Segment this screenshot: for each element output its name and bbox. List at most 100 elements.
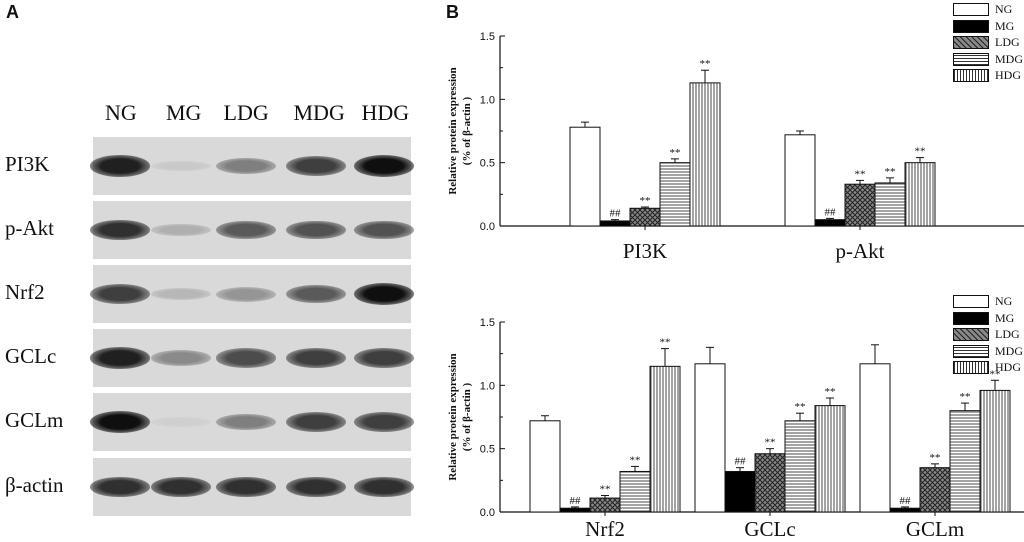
blot-band (216, 220, 276, 240)
legend-swatch (953, 328, 989, 341)
western-blot-panel: A NG MG LDG MDG HDG PI3K p-Akt Nrf2 GCLc GCLm β-a… (0, 0, 440, 542)
significance-label: ** (885, 166, 896, 178)
legend-swatch (953, 361, 989, 374)
blot-band (354, 348, 414, 368)
legend-swatch (953, 36, 989, 49)
significance-label: ** (795, 401, 806, 413)
y-tick-label: 0.5 (480, 444, 495, 456)
bar-hdg (979, 389, 1011, 513)
lane-header-mdg: MDG (293, 100, 345, 125)
significance-label: ** (630, 454, 641, 466)
bar-ng (569, 126, 601, 227)
significance-label: ** (670, 147, 681, 159)
significance-label: ** (600, 484, 611, 496)
bar-ldg (844, 183, 876, 227)
blot-band (90, 476, 150, 498)
blot-row-label: GCLc (5, 344, 57, 368)
significance-label: ** (855, 168, 866, 180)
lane-header-hdg: HDG (361, 100, 410, 125)
bar-ldg (754, 453, 786, 513)
legend-label: NG (995, 2, 1013, 16)
bar-ng (784, 134, 816, 227)
significance-label: ## (900, 495, 912, 507)
blot-band (354, 220, 414, 240)
y-tick-label: 0.0 (480, 507, 495, 519)
blot-band (151, 417, 211, 427)
blot-band (151, 476, 211, 498)
bar-ldg (629, 207, 661, 227)
bar-mg (814, 219, 846, 227)
blot-band (354, 476, 414, 498)
bar-mdg (659, 162, 691, 227)
significance-label: ** (930, 452, 941, 464)
legend-swatch (953, 3, 989, 16)
significance-label: ** (990, 368, 1001, 380)
bar-ldg (919, 467, 951, 513)
legend-swatch (953, 311, 989, 325)
panel-a-letter: A (6, 2, 19, 22)
blot-row-label: PI3K (5, 152, 50, 176)
panel-b-letter: B (446, 2, 459, 22)
bar-hdg (649, 365, 681, 513)
significance-label: ** (825, 386, 836, 398)
lane-header-ldg: LDG (223, 100, 269, 125)
bar-mg (724, 470, 756, 513)
bar-mdg (619, 470, 651, 513)
y-axis-label-units: (% of β-actin ) (461, 382, 473, 451)
bar-ng (529, 420, 561, 513)
y-axis-label: Relative protein expression (447, 353, 459, 480)
bar-mdg (949, 410, 981, 513)
significance-label: ## (570, 495, 582, 507)
category-label: PI3K (623, 239, 667, 263)
bar-ldg (589, 497, 621, 513)
blot-band (286, 348, 346, 368)
blot-band (151, 350, 211, 366)
legend-swatch (953, 295, 989, 308)
bar-mdg (874, 182, 906, 227)
category-label: GCLm (906, 517, 964, 541)
blot-band (216, 348, 276, 368)
blot-band (354, 283, 414, 305)
blot-band (354, 155, 414, 177)
blot-band (90, 411, 150, 433)
significance-label: ** (700, 58, 711, 70)
legend-label: MDG (995, 51, 1024, 66)
legend-swatch (953, 19, 989, 33)
blot-row-label: GCLm (5, 408, 64, 432)
significance-label: ## (610, 208, 622, 220)
y-tick-label: 1.0 (480, 380, 495, 392)
bar-mg (599, 220, 631, 227)
legend-label: HDG (995, 68, 1021, 82)
blot-band (354, 412, 414, 432)
blot-band (90, 155, 150, 177)
bar-mdg (784, 420, 816, 513)
blot-row-label: β-actin (5, 473, 64, 497)
blot-band (151, 223, 211, 237)
y-axis-label-units: (% of β-actin ) (461, 96, 473, 165)
blot-band (286, 476, 346, 498)
bar-ng (694, 363, 726, 513)
blot-band (90, 347, 150, 369)
bar-ng (859, 363, 891, 513)
blot-row-label: Nrf2 (5, 280, 45, 304)
blot-band (216, 157, 276, 175)
bar-mg (889, 507, 921, 513)
significance-label: ** (765, 437, 776, 449)
y-tick-label: 0.5 (480, 158, 495, 170)
legend-swatch (953, 344, 989, 358)
blot-band (286, 284, 346, 304)
significance-label: ## (825, 206, 837, 218)
bar-hdg (814, 405, 846, 513)
significance-label: ** (640, 195, 651, 207)
legend-label: HDG (995, 360, 1021, 374)
category-label: p-Akt (836, 239, 885, 263)
bar-hdg (689, 82, 721, 227)
blot-band (90, 284, 150, 304)
blot-band (286, 220, 346, 240)
blot-band (286, 156, 346, 176)
y-axis-label: Relative protein expression (447, 67, 459, 194)
y-tick-label: 1.5 (480, 31, 495, 43)
y-tick-label: 1.0 (480, 94, 495, 106)
lane-header-ng: NG (105, 100, 137, 125)
legend-label: LDG (995, 327, 1020, 341)
